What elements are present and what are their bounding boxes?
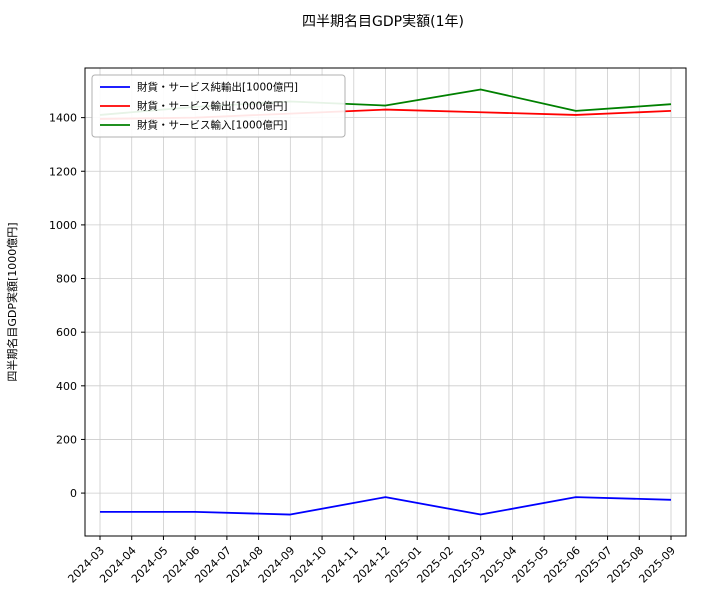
y-tick-label: 800: [56, 273, 77, 286]
y-tick-label: 1400: [49, 112, 77, 125]
legend-label: 財貨・サービス輸出[1000億円]: [137, 100, 287, 113]
tick-labels: 02004006008001000120014002024-032024-042…: [49, 112, 678, 586]
y-tick-label: 200: [56, 433, 77, 446]
y-tick-label: 0: [70, 487, 77, 500]
legend-box: [91, 74, 346, 138]
legend-label: 財貨・サービス純輸出[1000億円]: [137, 81, 298, 94]
y-tick-label: 600: [56, 326, 77, 339]
gridlines: [85, 68, 686, 536]
legend: 財貨・サービス純輸出[1000億円] 財貨・サービス輸出[1000億円] 財貨・サー…: [91, 74, 346, 138]
legend-label: 財貨・サービス輸入[1000億円]: [137, 119, 287, 132]
series-line-0: [100, 496, 672, 516]
y-axis-label: 四半期名目GDP実額[1000億円]: [5, 222, 19, 381]
y-tick-label: 1200: [49, 165, 77, 178]
y-tick-label: 400: [56, 380, 77, 393]
chart-title: 四半期名目GDP実額(1年): [302, 14, 464, 30]
y-tick-label: 1000: [49, 219, 77, 232]
